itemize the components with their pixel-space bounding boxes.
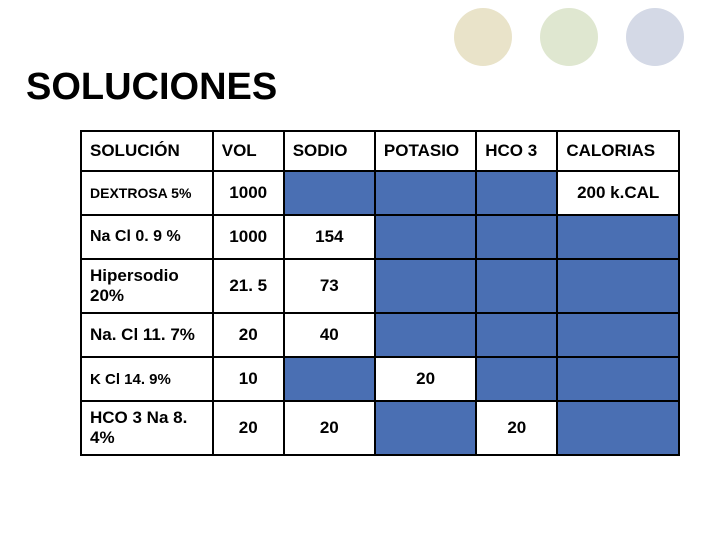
- page-title: SOLUCIONES: [26, 66, 277, 109]
- col-potasio: POTASIO: [375, 131, 476, 171]
- table-row: HCO 3 Na 8. 4%202020: [81, 401, 679, 455]
- cell: 73: [284, 259, 375, 313]
- cell: 154: [284, 215, 375, 259]
- cell: [557, 313, 679, 357]
- col-hco3: HCO 3: [476, 131, 557, 171]
- cell: 21. 5: [213, 259, 284, 313]
- row-label: K Cl 14. 9%: [81, 357, 213, 401]
- table-row: Na Cl 0. 9 %1000154: [81, 215, 679, 259]
- circle-3: [626, 8, 684, 66]
- cell: [476, 259, 557, 313]
- table-row: Na. Cl 11. 7%2040: [81, 313, 679, 357]
- circle-1: [454, 8, 512, 66]
- row-label: Na. Cl 11. 7%: [81, 313, 213, 357]
- cell: [476, 357, 557, 401]
- cell: [375, 259, 476, 313]
- table: SOLUCIÓN VOL SODIO POTASIO HCO 3 CALORIA…: [80, 130, 680, 456]
- circle-2: [540, 8, 598, 66]
- row-label: Na Cl 0. 9 %: [81, 215, 213, 259]
- cell: 1000: [213, 215, 284, 259]
- cell: [284, 357, 375, 401]
- col-solucion: SOLUCIÓN: [81, 131, 213, 171]
- cell: [375, 313, 476, 357]
- table-row: DEXTROSA 5%1000 200 k.CAL: [81, 171, 679, 215]
- decorative-circles: [454, 8, 684, 66]
- cell: [557, 215, 679, 259]
- cell: [284, 171, 375, 215]
- cell: [557, 357, 679, 401]
- cell: 20: [284, 401, 375, 455]
- col-vol: VOL: [213, 131, 284, 171]
- table-row: K Cl 14. 9%10 20: [81, 357, 679, 401]
- solutions-table: SOLUCIÓN VOL SODIO POTASIO HCO 3 CALORIA…: [80, 130, 680, 456]
- row-label: DEXTROSA 5%: [81, 171, 213, 215]
- cell: [476, 171, 557, 215]
- table-header-row: SOLUCIÓN VOL SODIO POTASIO HCO 3 CALORIA…: [81, 131, 679, 171]
- cell: [557, 259, 679, 313]
- cell: [557, 401, 679, 455]
- cell: 200 k.CAL: [557, 171, 679, 215]
- cell: 1000: [213, 171, 284, 215]
- cell: 20: [213, 401, 284, 455]
- row-label: HCO 3 Na 8. 4%: [81, 401, 213, 455]
- cell: [476, 215, 557, 259]
- table-row: Hipersodio 20%21. 573: [81, 259, 679, 313]
- cell: 10: [213, 357, 284, 401]
- cell: [375, 401, 476, 455]
- col-sodio: SODIO: [284, 131, 375, 171]
- cell: [476, 313, 557, 357]
- cell: 40: [284, 313, 375, 357]
- cell: 20: [476, 401, 557, 455]
- table-body: DEXTROSA 5%1000200 k.CALNa Cl 0. 9 %1000…: [81, 171, 679, 455]
- cell: 20: [213, 313, 284, 357]
- cell: [375, 215, 476, 259]
- col-calorias: CALORIAS: [557, 131, 679, 171]
- cell: [375, 171, 476, 215]
- row-label: Hipersodio 20%: [81, 259, 213, 313]
- cell: 20: [375, 357, 476, 401]
